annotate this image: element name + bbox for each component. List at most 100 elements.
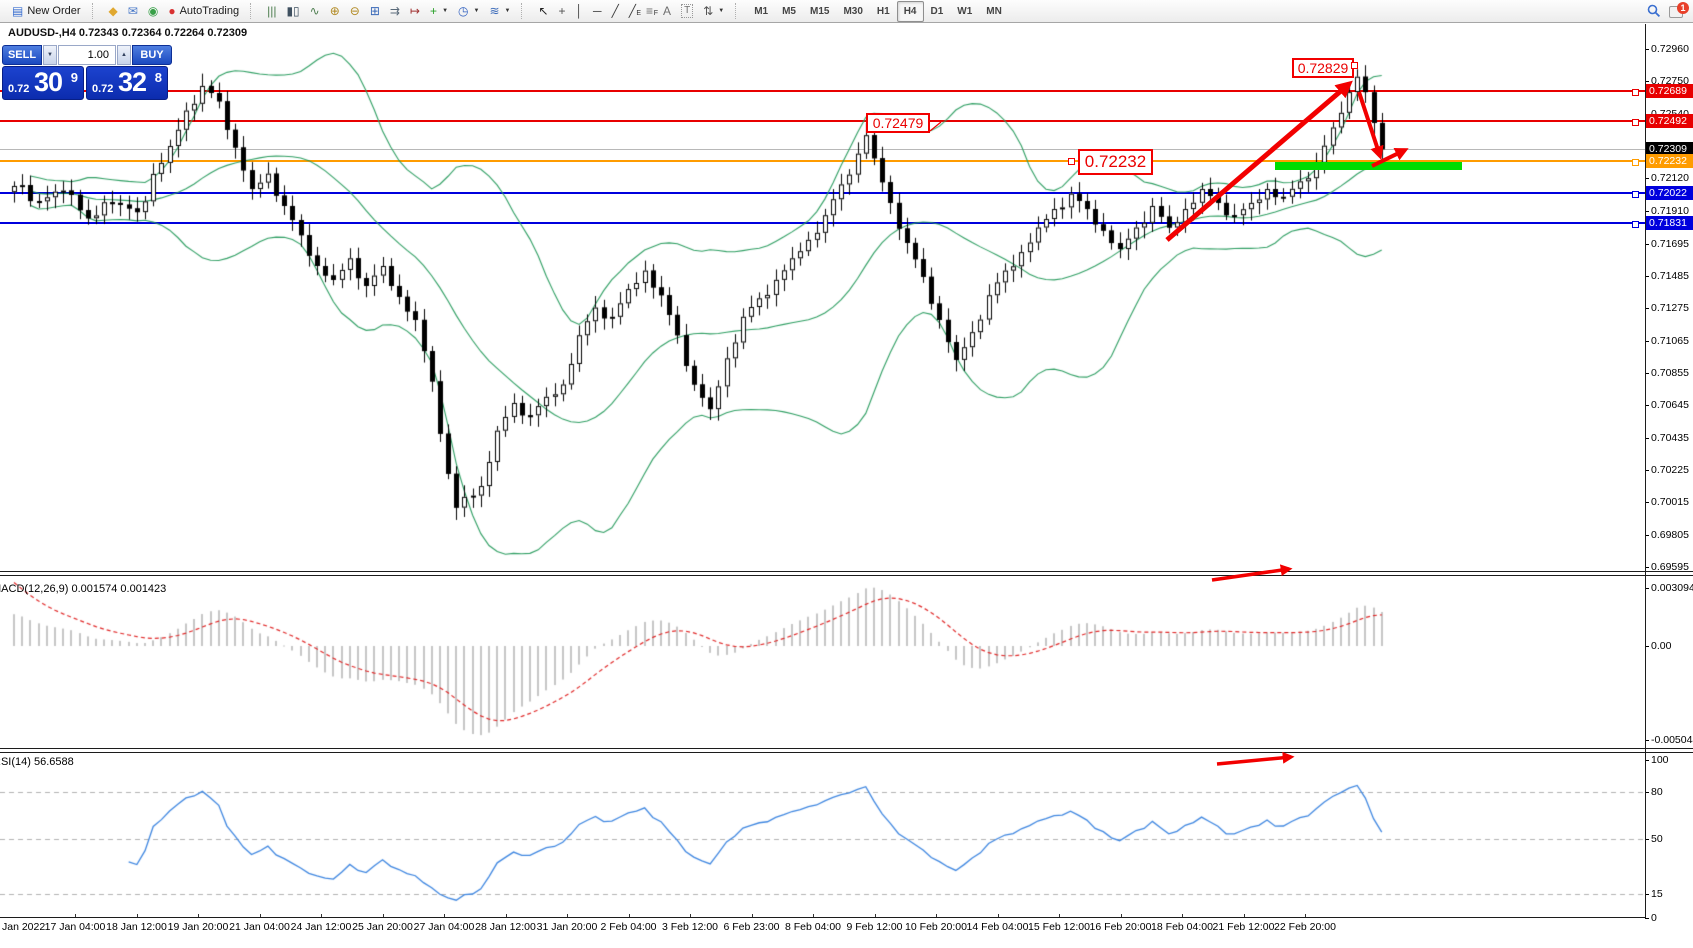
time-label: 14 Feb 04:00 — [966, 921, 1029, 933]
signals-icon[interactable]: ◉ — [143, 1, 163, 22]
autotrading-button[interactable]: ● AutoTrading — [163, 1, 244, 22]
publish-chart-icon[interactable]: ✉ — [123, 1, 143, 22]
time-label: 31 Jan 20:00 — [536, 921, 598, 933]
arrows-tool-icon[interactable]: ⇅ ▼ — [698, 1, 729, 22]
time-tick — [198, 914, 199, 917]
new-order-button[interactable]: ▤ New Order — [7, 1, 86, 22]
annotation-anchor-square[interactable] — [1068, 158, 1075, 165]
search-icon[interactable] — [1647, 4, 1661, 18]
buy-price-sup: 8 — [154, 70, 162, 85]
timeframe-m15[interactable]: M15 — [803, 1, 836, 22]
price-tick: 0.70855 — [1645, 366, 1689, 379]
notifications-icon[interactable]: 1 — [1669, 2, 1689, 19]
support-zone-highlight[interactable] — [1275, 162, 1462, 170]
level-handle[interactable] — [1632, 89, 1639, 96]
timeframe-m5[interactable]: M5 — [775, 1, 803, 22]
trendline-icon[interactable]: ╱ — [607, 1, 624, 22]
sell-button[interactable]: SELL — [2, 45, 42, 65]
volume-increment-button[interactable]: ▲ — [117, 45, 131, 65]
time-label: 10 Feb 20:00 — [905, 921, 967, 933]
new-chart-icon[interactable]: + ▼ — [425, 1, 453, 22]
new-chart-icon: + — [430, 4, 438, 18]
time-tick — [1243, 914, 1245, 917]
time-label: 15 Feb 12:00 — [1028, 921, 1090, 933]
price-tick: 0.70435 — [1645, 431, 1689, 444]
text-label-icon[interactable]: T — [676, 1, 698, 22]
chevron-down-icon[interactable]: ▼ — [442, 8, 449, 14]
time-tick — [321, 914, 322, 917]
time-label: 9 Feb 12:00 — [846, 921, 903, 933]
chevron-down-icon[interactable]: ▼ — [473, 8, 480, 14]
price-tick: 0.71695 — [1645, 237, 1689, 250]
sell-price-big: 30 — [34, 67, 63, 97]
channel-icon[interactable]: ╱ E — [624, 1, 641, 22]
annotation-anchor-square[interactable] — [1351, 62, 1358, 69]
time-tick — [1305, 914, 1306, 917]
timeframe-w1[interactable]: W1 — [950, 1, 979, 22]
chevron-down-icon[interactable]: ▼ — [504, 8, 511, 14]
price-tick: 0.71910 — [1645, 204, 1689, 217]
one-click-trade-widget: SELL ▼ 1.00 ▲ BUY 0.72 30 9 0.72 32 8 — [2, 45, 172, 100]
notification-badge: 1 — [1677, 2, 1689, 14]
level-handle[interactable] — [1632, 159, 1639, 166]
main-toolbar: 1 ▤ New Order ◆ ✉ ◉ ● AutoTrading ||| ▮▯ ∿ ⊕ ⊖ ⊞ ⇉ ↦ + ▼… — [0, 0, 1693, 23]
zoom-in-icon[interactable]: ⊕ — [325, 1, 345, 22]
buy-button[interactable]: BUY — [132, 45, 172, 65]
time-tick — [936, 914, 937, 917]
support-price-label[interactable]: 0.72232 — [1078, 149, 1153, 175]
level-handle[interactable] — [1632, 119, 1639, 126]
toolbar-group-drawing-tools: ↖ + │ ─ ╱ ╱ E ≡ F A T ⇅ ▼ — [529, 0, 733, 22]
price-tick: 0.69595 — [1645, 560, 1689, 573]
trendline-icon: ╱ — [611, 4, 619, 18]
buy-price-panel[interactable]: 0.72 32 8 — [86, 66, 168, 100]
peak-price-label[interactable]: 0.72829 — [1292, 58, 1354, 78]
timeframe-m30[interactable]: M30 — [836, 1, 869, 22]
signals-icon: ◉ — [147, 4, 159, 18]
indicators-icon[interactable]: ≋ ▼ — [484, 1, 515, 22]
text-icon[interactable]: A — [658, 1, 676, 22]
chart-shift-icon[interactable]: ↦ — [405, 1, 425, 22]
tile-windows-icon[interactable]: ⊞ — [365, 1, 385, 22]
timeframe-m1[interactable]: M1 — [747, 1, 775, 22]
crosshair-icon[interactable]: + — [554, 1, 571, 22]
toolbar-separator — [250, 3, 256, 19]
line-chart-icon[interactable]: ∿ — [305, 1, 325, 22]
time-tick — [751, 914, 753, 917]
autotrading-button-label: AutoTrading — [179, 5, 240, 17]
rsi-tick: 0 — [1645, 912, 1657, 924]
marketplace-icon[interactable]: ◆ — [104, 1, 123, 22]
rsi-panel-separator[interactable] — [0, 748, 1693, 753]
level-handle[interactable] — [1632, 191, 1639, 198]
auto-scroll-icon[interactable]: ⇉ — [385, 1, 405, 22]
time-tick — [505, 914, 507, 917]
profiles-icon[interactable]: ◷ ▼ — [453, 1, 484, 22]
timeframe-h4[interactable]: H4 — [896, 0, 924, 22]
volume-input[interactable]: 1.00 — [58, 45, 116, 65]
sell-price-prefix: 0.72 — [8, 83, 30, 95]
horizontal-line-icon[interactable]: ─ — [588, 1, 607, 22]
volume-decrement-button[interactable]: ▼ — [43, 45, 57, 65]
zoom-out-icon[interactable]: ⊖ — [345, 1, 365, 22]
fibonacci-icon[interactable]: ≡ F — [641, 1, 658, 22]
vertical-line-icon[interactable]: │ — [571, 1, 589, 22]
time-label: 22 Feb 20:00 — [1274, 921, 1336, 933]
level-handle[interactable] — [1632, 221, 1639, 228]
toolbar-separator — [735, 3, 741, 19]
timeframe-mn[interactable]: MN — [979, 1, 1009, 22]
price-tick: 0.70015 — [1645, 496, 1689, 509]
zoom-out-icon: ⊖ — [349, 4, 360, 18]
sell-price-panel[interactable]: 0.72 30 9 — [2, 66, 84, 100]
timeframe-d1[interactable]: D1 — [924, 1, 951, 22]
resistance-line-2-tag: 0.72492 — [1646, 114, 1693, 128]
macd-panel-separator[interactable] — [0, 571, 1693, 576]
spike-price-label[interactable]: 0.72479 — [866, 113, 930, 133]
chevron-down-icon[interactable]: ▼ — [718, 8, 725, 14]
timeframe-h1[interactable]: H1 — [870, 1, 897, 22]
cursor-icon[interactable]: ↖ — [533, 1, 553, 22]
time-tick — [628, 914, 630, 917]
timeframe-m1-label: M1 — [754, 5, 769, 17]
bar-chart-icon: ||| — [267, 4, 277, 18]
bar-chart-icon[interactable]: ||| — [262, 1, 281, 22]
candlestick-icon[interactable]: ▮▯ — [281, 1, 304, 22]
